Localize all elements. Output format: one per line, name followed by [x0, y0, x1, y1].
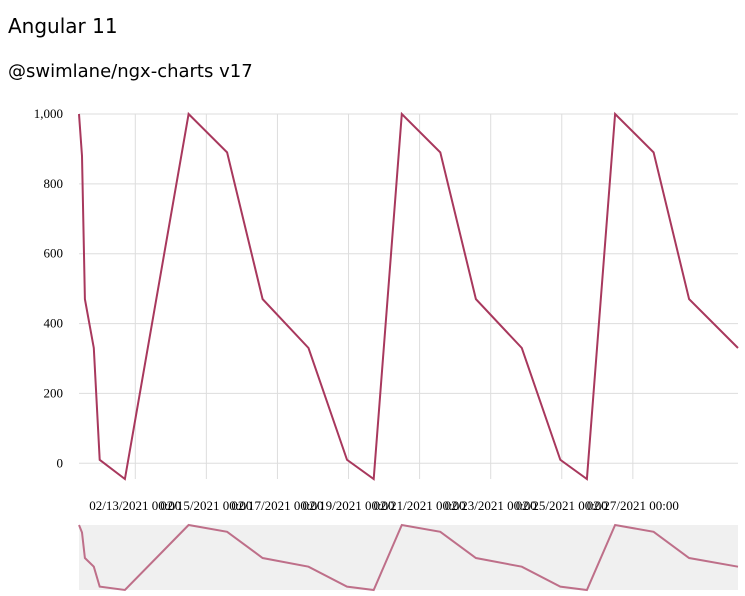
series-line[interactable] [78, 111, 739, 481]
page-title: Angular 11 [8, 14, 118, 38]
x-tick-label: 02/15/2021 00:00 [160, 498, 252, 513]
y-tick-label: 1,000 [34, 106, 63, 121]
navigator-series-line [78, 523, 739, 592]
grid [79, 113, 738, 479]
x-tick-label: 02/25/2021 00:00 [516, 498, 608, 513]
y-tick-label: 400 [44, 316, 64, 331]
y-tick-label: 800 [44, 176, 64, 191]
y-tick-label: 0 [57, 455, 64, 470]
x-tick-label: 02/19/2021 00:00 [302, 498, 394, 513]
x-tick-label: 02/23/2021 00:00 [445, 498, 537, 513]
x-tick-label: 02/27/2021 00:00 [587, 498, 679, 513]
page-subtitle: @swimlane/ngx-charts v17 [8, 61, 253, 82]
x-tick-label: 02/17/2021 00:00 [231, 498, 323, 513]
y-axis: 0 200 400 600 800 1,000 [34, 106, 63, 470]
timeline-navigator[interactable] [78, 523, 739, 592]
y-tick-label: 600 [44, 246, 64, 261]
x-tick-label: 02/13/2021 00:00 [89, 498, 181, 513]
navigator-background[interactable] [79, 525, 738, 590]
x-tick-label: 02/21/2021 00:00 [374, 498, 466, 513]
y-tick-label: 200 [44, 385, 64, 400]
